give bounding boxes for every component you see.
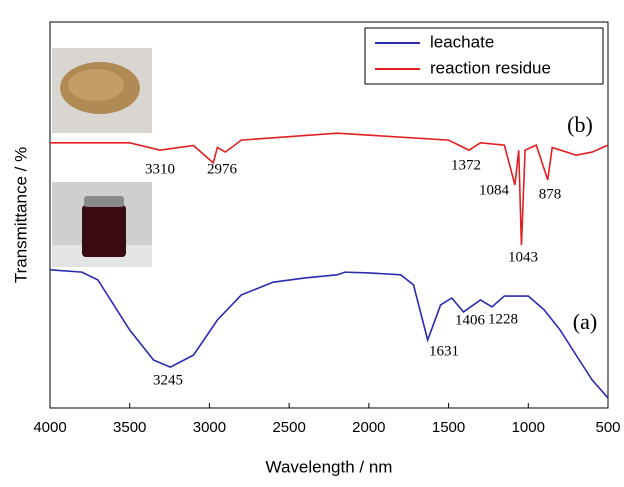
legend-label: reaction residue [430,58,551,77]
x-tick-label: 4000 [33,419,66,436]
x-tick-label: 1500 [432,419,465,436]
x-tick-label: 1000 [512,419,545,436]
x-tick-label: 2000 [352,419,385,436]
annotation: 3310 [145,161,175,177]
annotation: (b) [567,112,593,137]
series-line [49,269,609,399]
annotation: 1043 [508,249,538,265]
series-line [50,132,609,246]
annotation: 2976 [207,161,238,177]
legend [364,27,604,85]
annotation: 3245 [153,372,183,388]
annotation: 878 [539,186,562,202]
annotation: 1406 [455,312,486,328]
legend-label: leachate [430,32,494,51]
x-tick-label: 3500 [113,419,146,436]
y-axis-label: Transmittance / % [11,147,30,283]
x-tick-label: 3000 [193,419,226,436]
plot-frame [49,21,609,409]
annotation: 1631 [429,343,459,359]
x-axis-label: Wavelength / nm [266,457,393,476]
inset-sand-photo [52,48,152,133]
annotation: 1372 [451,157,481,173]
x-tick-label: 2500 [272,419,305,436]
x-tick-label: 500 [595,419,620,436]
inset-jar-photo [52,182,152,267]
annotation: 1084 [479,182,510,198]
annotation: 1228 [488,311,518,327]
annotation: (a) [573,309,597,334]
